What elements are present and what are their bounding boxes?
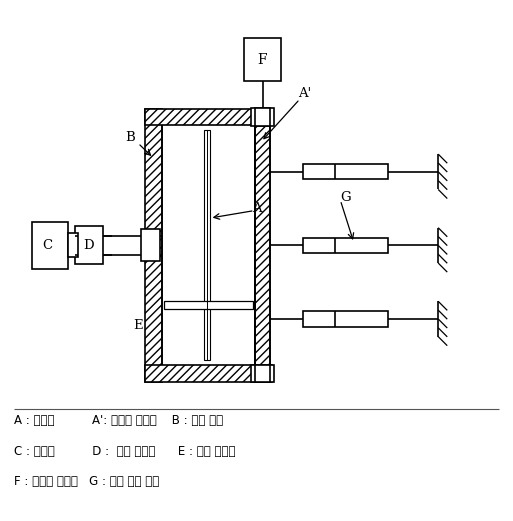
Text: C: C <box>43 239 53 252</box>
Bar <box>251 365 274 382</box>
Bar <box>303 312 388 327</box>
Bar <box>32 222 68 268</box>
Bar <box>254 108 270 126</box>
Text: A : 시험체          A': 시험체 부착틀    B : 압력 상자: A : 시험체 A': 시험체 부착틀 B : 압력 상자 <box>14 414 223 427</box>
Text: G: G <box>340 191 350 204</box>
Bar <box>141 229 160 261</box>
Bar <box>75 227 103 264</box>
Bar <box>244 39 282 81</box>
Text: C : 송풍기          D :  압력 조절기      E : 압력 조정판: C : 송풍기 D : 압력 조절기 E : 압력 조정판 <box>14 445 236 458</box>
Bar <box>303 164 388 179</box>
Bar <box>162 125 255 365</box>
Text: E: E <box>133 319 143 332</box>
Bar <box>255 109 270 381</box>
Bar <box>146 365 272 381</box>
Text: F : 압력차 측정기   G : 변위 측정 장치: F : 압력차 측정기 G : 변위 측정 장치 <box>14 475 160 488</box>
Bar <box>254 365 270 382</box>
Text: F: F <box>258 53 267 67</box>
Bar <box>68 233 78 257</box>
Bar <box>146 109 272 125</box>
Bar <box>204 130 210 361</box>
Bar <box>251 108 274 126</box>
Text: B: B <box>126 131 135 144</box>
Bar <box>103 236 112 255</box>
Bar <box>164 301 253 309</box>
Bar <box>303 238 388 253</box>
Text: A: A <box>252 202 262 215</box>
Bar <box>146 109 162 381</box>
Text: A': A' <box>299 88 311 101</box>
Text: D: D <box>84 239 94 252</box>
